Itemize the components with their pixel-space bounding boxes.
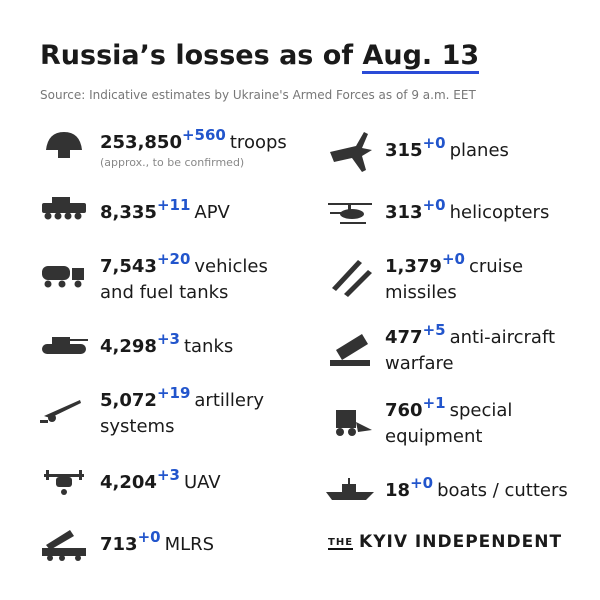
stat-label: equipment xyxy=(385,426,483,447)
stat-item: 1,379+0 cruise missiles xyxy=(385,250,524,306)
stat-label: special xyxy=(449,400,513,421)
artillery-icon xyxy=(40,400,81,423)
stat-item: 4,204+3 UAV xyxy=(100,466,221,496)
stat-change: +19 xyxy=(156,384,191,402)
stat-value: 1,379 xyxy=(385,256,442,277)
mlrs-icon xyxy=(42,530,86,561)
stat-line: 313+0 helicopters xyxy=(385,196,550,226)
stat-change: +5 xyxy=(422,321,446,339)
helicopter-icon xyxy=(328,203,372,224)
stat-label: planes xyxy=(449,140,509,161)
apv-icon xyxy=(42,197,86,220)
stat-change: +3 xyxy=(156,466,180,484)
stat-change: +0 xyxy=(422,134,446,152)
stat-item: 18+0 boats / cutters xyxy=(385,474,568,504)
stat-item: 7,543+20 vehicles and fuel tanks xyxy=(100,250,268,306)
title: Russia’s losses as of Aug. 13 xyxy=(40,40,480,74)
stat-item: 713+0 MLRS xyxy=(100,528,215,558)
stat-value: 713 xyxy=(100,534,138,555)
logo: THE KYIV INDEPENDENT xyxy=(328,532,562,552)
stat-line: 4,298+3 tanks xyxy=(100,330,234,360)
stat-value: 18 xyxy=(385,480,411,501)
stat-label: warfare xyxy=(385,353,454,374)
stat-value: 7,543 xyxy=(100,256,157,277)
uav-icon xyxy=(44,470,84,495)
stat-label: anti-aircraft xyxy=(449,327,556,348)
stat-item: 5,072+19 artillery systems xyxy=(100,384,265,440)
stat-line: 713+0 MLRS xyxy=(100,528,215,558)
stat-change: +11 xyxy=(156,196,191,214)
stat-change: +3 xyxy=(156,330,180,348)
source: Source: Indicative estimates by Ukraine'… xyxy=(40,88,476,102)
stat-value: 315 xyxy=(385,140,423,161)
stat-line: 5,072+19 artillery xyxy=(100,384,265,414)
stat-label: cruise xyxy=(468,256,524,277)
stat-change: +0 xyxy=(441,250,465,268)
stat-line: 7,543+20 vehicles xyxy=(100,250,268,280)
stat-item: 8,335+11 APV xyxy=(100,196,230,226)
stat-line: 8,335+11 APV xyxy=(100,196,230,226)
stat-change: +1 xyxy=(422,394,446,412)
title-date: Aug. 13 xyxy=(362,40,480,74)
stat-line: 253,850+560 troops xyxy=(100,126,287,156)
stat-label: systems xyxy=(100,416,175,437)
stat-line: 760+1 special xyxy=(385,394,513,424)
stat-label: UAV xyxy=(183,472,221,493)
stat-value: 313 xyxy=(385,202,423,223)
stat-value: 760 xyxy=(385,400,423,421)
stat-line: 477+5 anti-aircraft xyxy=(385,321,556,351)
stat-label: helicopters xyxy=(449,202,550,223)
plane-icon xyxy=(330,132,372,172)
stat-item: 477+5 anti-aircraft warfare xyxy=(385,321,556,377)
stat-label: tanks xyxy=(183,336,234,357)
stat-line: 315+0 planes xyxy=(385,134,509,164)
stat-change: +0 xyxy=(410,474,434,492)
missile-icon xyxy=(332,260,372,297)
logo-prefix: THE xyxy=(328,536,354,550)
tank-icon xyxy=(42,337,88,354)
stat-label: missiles xyxy=(385,282,457,303)
stat-line: 18+0 boats / cutters xyxy=(385,474,568,504)
stat-note: (approx., to be confirmed) xyxy=(100,156,245,169)
stat-item: 313+0 helicopters xyxy=(385,196,550,226)
anti-aircraft-icon xyxy=(330,334,370,366)
title-text: Russia’s losses as of xyxy=(40,40,354,71)
stat-change: +20 xyxy=(156,250,191,268)
stat-line: 1,379+0 cruise xyxy=(385,250,524,280)
stat-value: 5,072 xyxy=(100,390,157,411)
stat-label: boats / cutters xyxy=(437,480,568,501)
stat-item: 760+1 special equipment xyxy=(385,394,513,450)
stat-value: 253,850 xyxy=(100,132,182,153)
boat-icon xyxy=(326,478,374,500)
stat-label: APV xyxy=(194,202,230,223)
stat-value: 8,335 xyxy=(100,202,157,223)
stat-item: 4,298+3 tanks xyxy=(100,330,234,360)
truck-icon xyxy=(42,266,84,288)
stat-label: MLRS xyxy=(164,534,215,555)
stat-line: 4,204+3 UAV xyxy=(100,466,221,496)
logo-name: KYIV INDEPENDENT xyxy=(359,532,563,552)
stat-label: and fuel tanks xyxy=(100,282,229,303)
helmet-icon xyxy=(46,132,82,158)
stat-item: 253,850+560 troops (approx., to be confirm… xyxy=(100,126,287,170)
stat-label: vehicles xyxy=(194,256,268,277)
equipment-icon xyxy=(336,410,372,436)
stat-label: troops xyxy=(229,132,287,153)
stat-item: 315+0 planes xyxy=(385,134,509,164)
stat-change: +0 xyxy=(422,196,446,214)
stat-value: 477 xyxy=(385,327,423,348)
stat-label: artillery xyxy=(194,390,265,411)
stat-value: 4,204 xyxy=(100,472,157,493)
stat-change: +0 xyxy=(137,528,161,546)
stat-change: +560 xyxy=(181,126,226,144)
stat-value: 4,298 xyxy=(100,336,157,357)
